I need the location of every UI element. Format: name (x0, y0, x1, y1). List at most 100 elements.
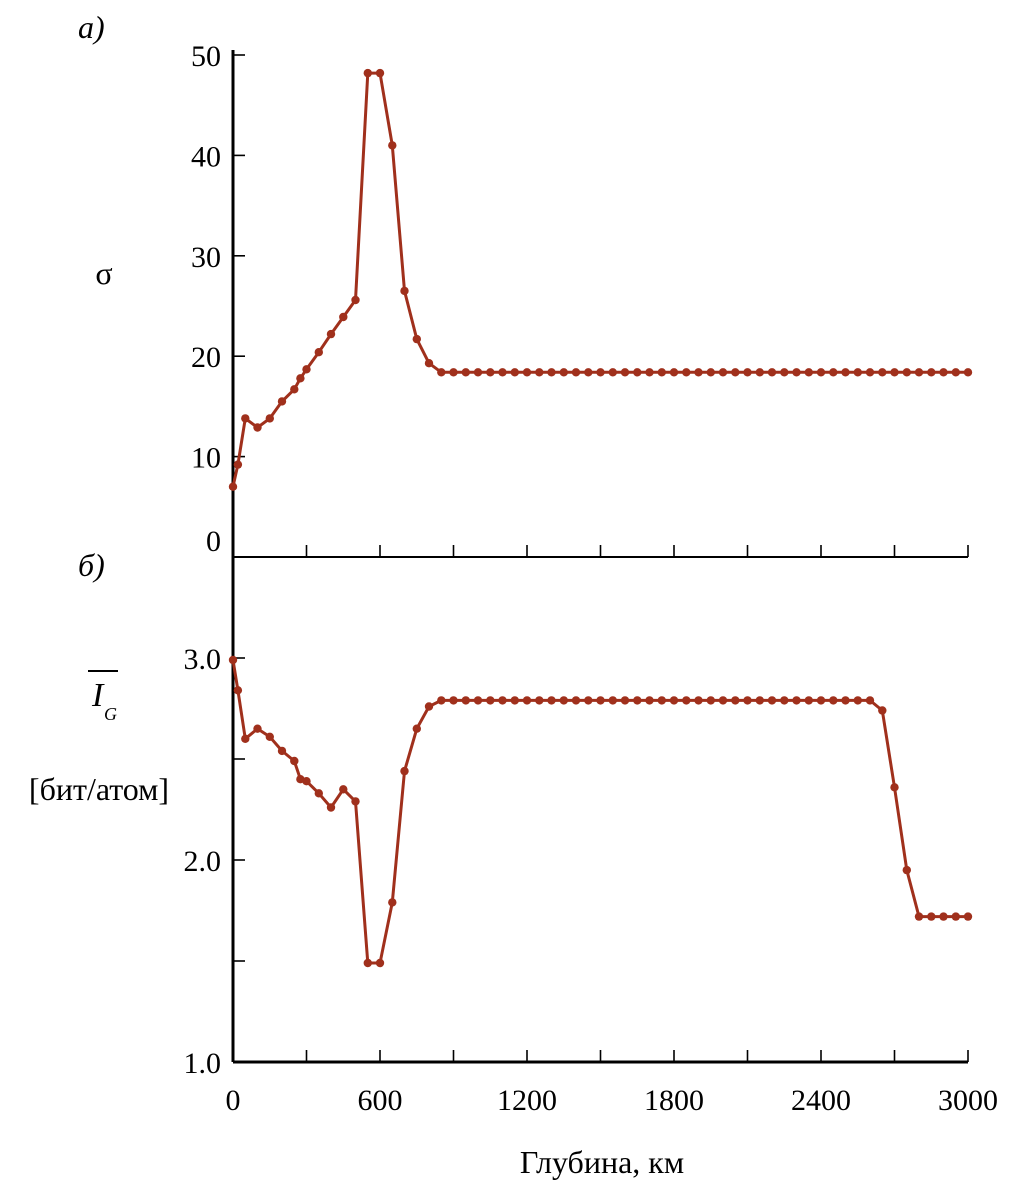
panel-a-data-point (829, 368, 838, 377)
panel-a-data-point (620, 368, 630, 377)
panel-a-data-point (792, 368, 801, 377)
panel-b-data-point (816, 696, 826, 705)
panel-b-data-point (339, 785, 348, 794)
panel-a-data-point (535, 368, 544, 377)
panel-b-label: б) (78, 547, 105, 583)
panel-a-data-point (302, 365, 311, 374)
panel-a-data-point (731, 368, 740, 377)
panel-a-data-point (437, 368, 446, 377)
panel-b-data-point (706, 696, 715, 705)
panel-a-data-point (375, 68, 385, 78)
panel-b-series-line (231, 659, 968, 965)
panel-b-data-point (437, 696, 446, 705)
panel-a-data-point (461, 368, 470, 377)
panel-a-data-point (388, 141, 397, 150)
panel-b-data-point (829, 696, 838, 705)
panel-b-data-point (449, 696, 458, 705)
panel-b-data-point (669, 696, 679, 705)
panel-b-data-point (914, 912, 924, 921)
panel-b-data-point (424, 702, 434, 711)
panel-a-data-point (228, 482, 238, 491)
panel-a-data-point (326, 329, 336, 339)
panel-a-data-point (400, 286, 409, 296)
panel-b-data-point (375, 958, 385, 968)
panel-b-data-point (314, 789, 323, 798)
panel-a-data-point (584, 368, 593, 377)
panel-a-y-tick-label: 10 (191, 442, 221, 475)
panel-a-data-point (657, 368, 666, 377)
panel-a-data-point (865, 368, 875, 377)
panel-b-data-point (657, 696, 666, 705)
x-tick-label: 1800 (644, 1084, 704, 1117)
panel-b-x-ticks: 0 600 1200 1800 2400 3000 (226, 1050, 998, 1117)
panel-a-data-point (902, 368, 911, 377)
panel-a-data-point (816, 368, 826, 377)
panel-a-data-point (363, 68, 372, 78)
panel-a-data-point (265, 414, 274, 423)
panel-a-data-point (633, 368, 642, 377)
panel-a-data-point (296, 374, 305, 383)
panel-b-data-point (633, 696, 642, 705)
panel-b-data-point (461, 696, 470, 705)
panel-b-data-point (265, 732, 274, 741)
panel-b-data-point (412, 724, 421, 733)
panel-b-y-tick-label: 3.0 (184, 643, 222, 676)
panel-b-data-point (277, 746, 287, 756)
panel-a-data-point (253, 423, 262, 432)
panel-b-data-point (694, 696, 703, 705)
panel-a-data-point (547, 368, 556, 377)
panel-b-data-point (755, 696, 764, 705)
x-tick-label: 600 (358, 1084, 403, 1117)
panel-b-data-point (792, 696, 801, 705)
panel-b-data-point (584, 696, 593, 705)
panel-b-data-point (522, 696, 532, 705)
panel-b-data-point (780, 696, 789, 705)
panel-a-data-point (645, 368, 654, 377)
panel-a-data-point (669, 368, 679, 377)
panel-b-data-point (951, 912, 960, 921)
panel-a-data-point (853, 368, 862, 377)
panel-a-data-point (706, 368, 715, 377)
panel-b-data-point (596, 696, 605, 705)
panel-b-data-point (841, 696, 850, 705)
panel-a-data-point (424, 359, 434, 368)
panel-b-data-point (718, 696, 728, 705)
panel-a-y-ticks: 0 10 20 30 40 50 (191, 40, 245, 558)
panel-a-data-point (233, 460, 243, 469)
panel-a-data-point (927, 368, 936, 377)
panel-a-data-point (755, 368, 764, 377)
x-tick-label: 3000 (938, 1084, 998, 1117)
panel-b-data-point (890, 783, 899, 792)
panel-a: а) σ 0 10 20 30 40 50 (78, 9, 973, 558)
panel-a-data-point (241, 414, 250, 423)
panel-b-data-point (878, 706, 887, 715)
panel-b-data-point (682, 696, 691, 705)
panel-a-data-point (596, 368, 605, 377)
panel-a-y-tick-label: 20 (191, 341, 221, 374)
panel-b-data-point (290, 756, 299, 766)
panel-b-data-point (853, 696, 862, 705)
panel-a-data-point (804, 368, 813, 377)
panel-b-data-point (963, 912, 973, 921)
panel-a-data-point (449, 368, 458, 377)
x-tick-label: 1200 (497, 1084, 557, 1117)
panel-a-data-point (608, 368, 617, 377)
panel-a-data-point (412, 334, 421, 344)
panel-a-data-point (939, 368, 948, 377)
panel-a-data-point (510, 368, 519, 377)
panel-b-data-point (927, 912, 936, 921)
panel-a-y-tick-label: 0 (206, 525, 221, 558)
panel-a-data-point (841, 368, 850, 377)
x-tick-label: 0 (226, 1084, 241, 1117)
panel-b-data-point (498, 696, 507, 705)
panel-b-data-point (608, 696, 617, 705)
x-tick-label: 2400 (791, 1084, 851, 1117)
panel-b-data-point (302, 777, 311, 786)
panel-a-ylabel: σ (95, 255, 112, 291)
panel-b-data-point (731, 696, 740, 705)
panel-b-data-point (939, 912, 948, 921)
panel-b-ylabel-unit: [бит/атом] (29, 771, 169, 807)
panel-b-data-point (253, 724, 262, 733)
panel-b-data-point (620, 696, 630, 705)
